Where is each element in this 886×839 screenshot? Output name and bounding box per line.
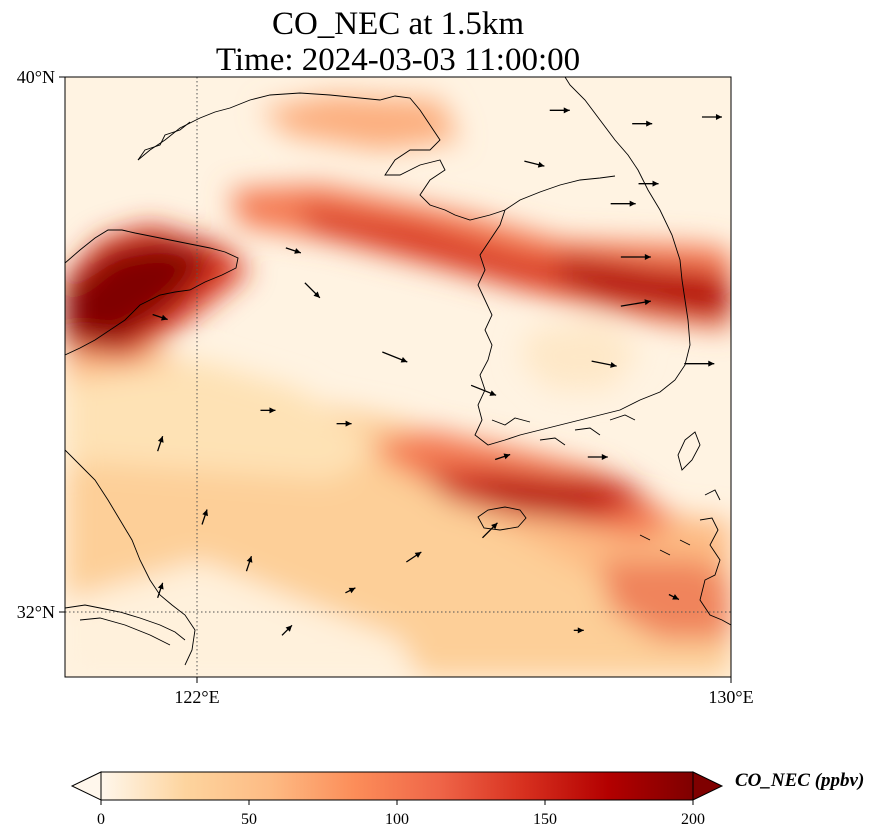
wind-arrow (524, 160, 545, 168)
wind-arrow (245, 555, 253, 572)
wind-arrow (610, 200, 636, 207)
lon-label-130e: 130°E (708, 687, 753, 707)
wind-arrow (482, 522, 498, 539)
wind-arrow (285, 247, 302, 254)
wind-arrow (587, 454, 608, 460)
wind-arrow (152, 313, 168, 321)
wind-vectors (152, 107, 722, 636)
wind-arrow (620, 299, 651, 307)
wind-arrow (157, 435, 164, 452)
wind-arrow (405, 551, 422, 563)
wind-arrow (260, 407, 276, 414)
colorbar-gradient (100, 771, 694, 801)
colorbar-min-extend (70, 771, 102, 801)
lat-label-32n: 32°N (17, 602, 55, 622)
colorbar-max-extend (692, 771, 724, 801)
colorbar-tick-label: 50 (241, 811, 257, 828)
colorbar-ticks: 0 50 100 150 200 (97, 800, 705, 828)
lon-tick-130e: 130°E (708, 677, 754, 707)
wind-arrow (638, 180, 659, 187)
colorbar: 0 50 100 150 200 CO_NEC (ppbv) (70, 770, 864, 828)
wind-arrow (701, 114, 722, 120)
wind-arrow (573, 627, 584, 634)
wind-arrow (668, 593, 680, 601)
colorbar-tick-label: 150 (533, 811, 557, 828)
lat-tick-40n: 40°N (17, 67, 65, 87)
colorbar-tick-label: 0 (97, 811, 105, 828)
chart-title: CO_NEC at 1.5km (271, 6, 525, 42)
wind-arrow (304, 282, 321, 299)
lat-tick-32n: 32°N (17, 602, 65, 622)
wind-arrow (494, 453, 511, 461)
wind-arrow (382, 351, 408, 363)
lon-tick-122e: 122°E (174, 677, 220, 707)
map-frame (64, 76, 732, 678)
lat-label-40n: 40°N (17, 67, 55, 87)
wind-arrow (336, 420, 352, 427)
wind-arrow (470, 384, 497, 396)
wind-arrow (549, 107, 570, 114)
lon-label-122e: 122°E (174, 687, 219, 707)
colorbar-label: CO_NEC (ppbv) (735, 770, 864, 791)
wind-arrow (632, 120, 653, 127)
coastlines (65, 77, 731, 666)
colorbar-tick-label: 100 (385, 811, 409, 828)
wind-arrow (281, 624, 293, 636)
wind-arrow (345, 587, 356, 594)
wind-arrow (157, 582, 164, 599)
wind-arrow (591, 360, 617, 368)
map-panel (65, 77, 731, 677)
wind-arrow (620, 254, 651, 260)
colorbar-tick-label: 200 (681, 811, 705, 828)
wind-arrow (201, 509, 208, 525)
wind-arrow (684, 360, 715, 367)
chart-subtitle: Time: 2024-03-03 11:00:00 (215, 42, 581, 78)
